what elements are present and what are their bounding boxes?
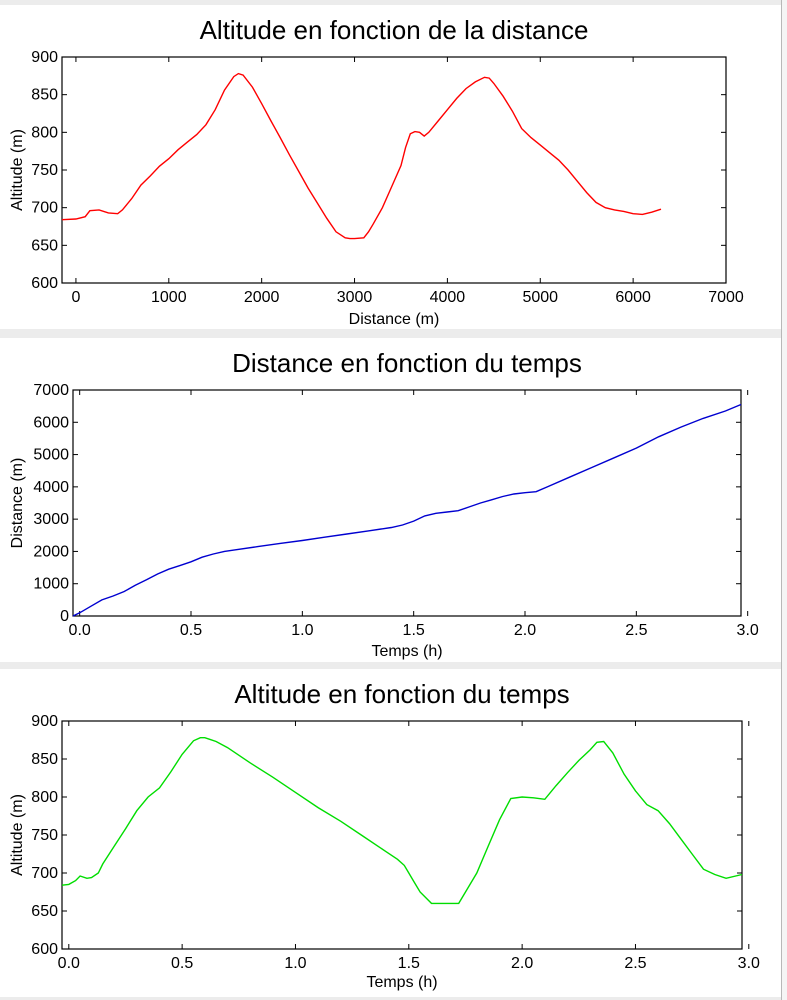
chart-title: Altitude en fonction du temps	[234, 679, 569, 709]
y-tick-label: 700	[31, 200, 58, 217]
series-line-0	[61, 72, 662, 240]
altitude-distance-chart: Altitude en fonction de la distance 0 1000…	[9, 15, 744, 328]
y-axis-label: Altitude (m)	[9, 129, 26, 211]
chart-title: Distance en fonction du temps	[232, 348, 582, 378]
y-tick-label: 650	[31, 237, 58, 254]
y-tick-label: 3000	[33, 511, 69, 528]
y-tick-label: 600	[31, 275, 58, 292]
x-axis-label: Temps (h)	[371, 643, 442, 660]
y-tick-label: 850	[31, 751, 58, 768]
y-tick-label: 7000	[33, 382, 69, 399]
x-tick-label: 0.5	[180, 622, 202, 639]
x-tick-label: 2.5	[624, 955, 646, 972]
y-tick-label: 700	[31, 865, 58, 882]
chart-panel-altitude-time: Altitude en fonction du temps 0.0 0.5 1.0 1.…	[0, 669, 781, 997]
x-tick-label: 0.0	[58, 955, 80, 972]
x-tick-label: 1000	[151, 289, 187, 306]
y-tick-label: 900	[31, 49, 58, 66]
x-tick-label: 7000	[708, 289, 744, 306]
y-axis-label: Distance (m)	[9, 458, 26, 549]
x-tick-label: 0.5	[171, 955, 193, 972]
window-right-edge	[781, 0, 787, 1000]
plot-area-frame	[72, 389, 742, 617]
x-tick-label: 4000	[430, 289, 466, 306]
x-axis-label: Temps (h)	[366, 974, 437, 991]
x-tick-label: 1.5	[403, 622, 425, 639]
y-tick-label: 800	[31, 124, 58, 141]
chart-panel-altitude-distance: Altitude en fonction de la distance 0 1000…	[0, 5, 781, 329]
y-tick-label: 750	[31, 827, 58, 844]
x-tick-label: 1.5	[398, 955, 420, 972]
x-tick-label: 3.0	[737, 622, 759, 639]
series-line-0	[61, 736, 743, 905]
y-tick-label: 650	[31, 903, 58, 920]
x-tick-label: 2.5	[625, 622, 647, 639]
altitude-time-chart: Altitude en fonction du temps 0.0 0.5 1.0 1.…	[9, 679, 760, 991]
x-tick-label: 0.0	[69, 622, 91, 639]
distance-time-chart: Distance en fonction du temps 0.0 0.5 1.0 1.…	[9, 348, 759, 660]
y-tick-label: 0	[60, 608, 69, 625]
chart-panel-distance-time: Distance en fonction du temps 0.0 0.5 1.0 1.…	[0, 338, 781, 662]
x-tick-label: 0	[71, 289, 80, 306]
y-tick-label: 900	[31, 713, 58, 730]
y-tick-label: 6000	[33, 414, 69, 431]
x-tick-label: 3.0	[738, 955, 760, 972]
plot-area-frame	[61, 720, 743, 950]
chart-title: Altitude en fonction de la distance	[200, 15, 589, 45]
y-tick-label: 850	[31, 87, 58, 104]
y-tick-label: 1000	[33, 576, 69, 593]
y-tick-label: 750	[31, 162, 58, 179]
y-tick-label: 600	[31, 941, 58, 958]
x-tick-label: 1.0	[291, 622, 313, 639]
x-tick-label: 2.0	[514, 622, 536, 639]
y-tick-label: 4000	[33, 479, 69, 496]
x-tick-label: 2000	[244, 289, 280, 306]
plot-area-frame	[61, 56, 727, 284]
x-axis-label: Distance (m)	[349, 311, 440, 328]
y-tick-label: 2000	[33, 543, 69, 560]
x-tick-label: 5000	[522, 289, 558, 306]
x-tick-label: 6000	[615, 289, 651, 306]
x-tick-label: 2.0	[511, 955, 533, 972]
y-tick-label: 5000	[33, 447, 69, 464]
y-tick-label: 800	[31, 789, 58, 806]
series-line-0	[72, 403, 742, 617]
y-axis-label: Altitude (m)	[9, 794, 26, 876]
x-tick-label: 3000	[337, 289, 373, 306]
x-tick-label: 1.0	[284, 955, 306, 972]
